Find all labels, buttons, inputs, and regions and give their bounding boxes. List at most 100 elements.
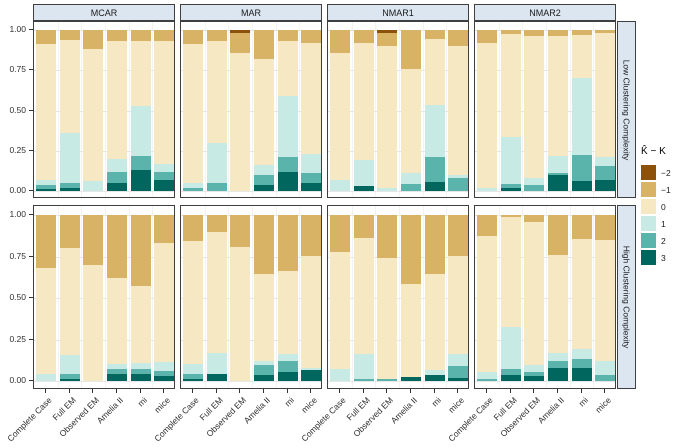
gridline-vertical [593, 22, 594, 197]
y-tick-label: 0.75 [9, 251, 26, 261]
bar-segment-khat-minus-k-2 [595, 166, 615, 180]
gridline-horizontal [34, 215, 174, 216]
y-tick-label: 0.75 [9, 64, 26, 74]
gridline-horizontal [181, 191, 321, 192]
gridline-vertical [252, 22, 253, 197]
y-tick-mark [29, 256, 33, 257]
legend-title: K̂ − K [641, 146, 666, 157]
bar-segment-khat-minus-k-1 [254, 165, 274, 175]
x-tick-mark [69, 389, 70, 393]
bar-segment-khat-minus-k-0 [524, 36, 544, 178]
bar-segment-khat-minus-k--1 [83, 215, 103, 265]
bar-segment-khat-minus-k-1 [60, 133, 80, 183]
y-tick-mark [29, 339, 33, 340]
gridline-vertical [546, 206, 547, 388]
bar-segment-khat-minus-k-0 [330, 252, 350, 369]
bar-segment-khat-minus-k-1 [501, 137, 521, 184]
bar-segment-khat-minus-k-3 [278, 372, 298, 381]
bar-full-em [60, 30, 80, 191]
y-tick-label: 0.00 [9, 375, 26, 385]
bar-segment-khat-minus-k-1 [425, 105, 445, 157]
x-tick-label-mi: mi [282, 395, 297, 409]
gridline-vertical [152, 22, 153, 197]
gridline-horizontal [181, 340, 321, 341]
bar-segment-khat-minus-k-3 [207, 374, 227, 381]
panel-nmar1-row0 [327, 21, 469, 198]
bar-segment-khat-minus-k-2 [154, 172, 174, 180]
bar-segment-khat-minus-k-2 [572, 155, 592, 181]
x-tick-mark [557, 389, 558, 393]
bar-segment-khat-minus-k-0 [60, 248, 80, 355]
bar-segment-khat-minus-k--1 [83, 30, 103, 49]
bar-mi [425, 30, 445, 191]
bar-segment-khat-minus-k-3 [595, 180, 615, 191]
gridline-horizontal [328, 257, 468, 258]
bar-mice [154, 30, 174, 191]
bar-segment-khat-minus-k-2 [254, 175, 274, 185]
bar-segment-khat-minus-k-0 [183, 44, 203, 183]
bar-segment-khat-minus-k--1 [477, 30, 497, 43]
panel-nmar2-row0 [474, 21, 616, 198]
bar-segment-khat-minus-k-3 [354, 186, 374, 191]
gridline-vertical [228, 206, 229, 388]
bar-segment-khat-minus-k--1 [60, 215, 80, 248]
bar-segment-khat-minus-k--1 [572, 215, 592, 239]
bar-segment-khat-minus-k-1 [354, 160, 374, 186]
bar-mice [595, 215, 615, 381]
bar-segment-khat-minus-k-2 [278, 157, 298, 172]
bar-segment-khat-minus-k-3 [401, 377, 421, 381]
bar-segment-khat-minus-k-0 [448, 256, 468, 354]
bar-segment-khat-minus-k--1 [354, 30, 374, 43]
bar-segment-khat-minus-k-1 [154, 164, 174, 172]
x-tick-mark [486, 389, 487, 393]
bar-mi [131, 30, 151, 191]
bar-segment-khat-minus-k-3 [254, 185, 274, 191]
bar-segment-khat-minus-k--1 [230, 33, 250, 53]
x-tick-mark [216, 389, 217, 393]
bar-segment-khat-minus-k-3 [278, 172, 298, 191]
bar-segment-khat-minus-k-0 [448, 46, 468, 175]
bar-segment-khat-minus-k-0 [60, 40, 80, 133]
bar-full-em [354, 30, 374, 191]
y-tick-label: 0.00 [9, 185, 26, 195]
bar-segment-khat-minus-k--1 [154, 30, 174, 41]
bar-segment-khat-minus-k-3 [572, 368, 592, 381]
gridline-vertical [58, 206, 59, 388]
x-tick-mark [287, 389, 288, 393]
bar-segment-khat-minus-k-2 [377, 379, 397, 381]
bar-full-em [60, 215, 80, 381]
bar-segment-khat-minus-k-1 [477, 188, 497, 191]
gridline-horizontal [328, 215, 468, 216]
y-tick-mark [29, 190, 33, 191]
gridline-horizontal [34, 298, 174, 299]
bar-segment-khat-minus-k--1 [154, 215, 174, 243]
gridline-vertical [423, 206, 424, 388]
bar-segment-khat-minus-k-2 [183, 188, 203, 191]
bar-segment-khat-minus-k--1 [131, 215, 151, 286]
x-tick-mark [163, 389, 164, 393]
bar-segment-khat-minus-k-1 [254, 361, 274, 365]
gridline-vertical [352, 206, 353, 388]
bar-segment-khat-minus-k-1 [36, 180, 56, 185]
gridline-horizontal [181, 215, 321, 216]
gridline-vertical [423, 22, 424, 197]
x-tick-label-mice: mice [299, 395, 320, 415]
bar-segment-khat-minus-k-1 [548, 156, 568, 173]
bar-segment-khat-minus-k-2 [183, 374, 203, 379]
bar-segment-khat-minus-k--1 [36, 30, 56, 44]
bar-segment-khat-minus-k-1 [524, 178, 544, 185]
x-tick-mark [239, 389, 240, 393]
bar-segment-khat-minus-k-0 [83, 49, 103, 181]
bar-segment-khat-minus-k-0 [131, 41, 151, 106]
bar-segment-khat-minus-k-0 [501, 217, 521, 327]
bar-segment-khat-minus-k--1 [548, 30, 568, 36]
y-tick-mark [29, 214, 33, 215]
bar-segment-khat-minus-k-0 [425, 39, 445, 105]
gridline-horizontal [328, 111, 468, 112]
bar-segment-khat-minus-k-1 [401, 173, 421, 184]
y-tick-mark [29, 150, 33, 151]
bar-complete-case [183, 215, 203, 381]
bar-segment-khat-minus-k-0 [107, 278, 127, 364]
bar-segment-khat-minus-k-0 [278, 271, 298, 354]
bar-complete-case [183, 30, 203, 191]
